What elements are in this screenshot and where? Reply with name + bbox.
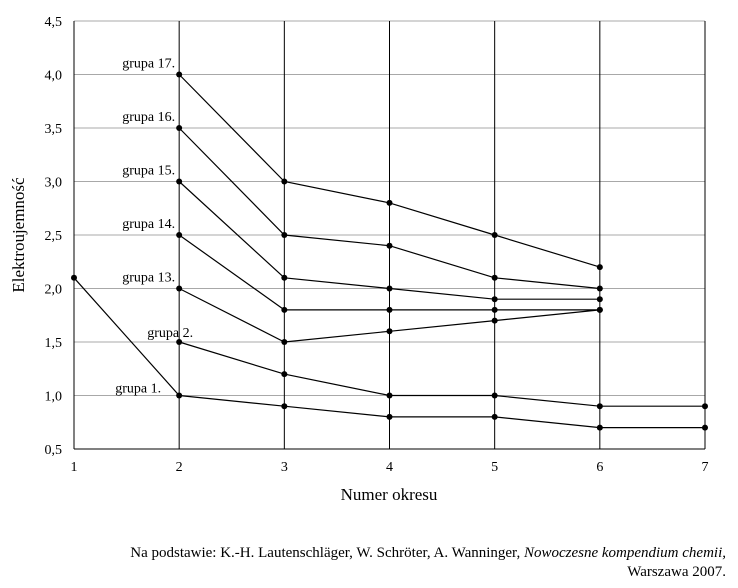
data-point-grupa-16 bbox=[386, 242, 393, 249]
y-tick-label: 2,5 bbox=[45, 229, 63, 244]
data-point-grupa-1 bbox=[386, 413, 393, 420]
data-point-grupa-16 bbox=[176, 125, 183, 131]
data-point-grupa-16 bbox=[596, 285, 603, 292]
x-tick-label: 1 bbox=[71, 460, 78, 475]
source-prefix: Na podstawie: K.-H. Lautenschläger, W. S… bbox=[130, 545, 524, 561]
grid bbox=[73, 20, 706, 450]
data-point-grupa-2 bbox=[702, 403, 708, 410]
data-point-grupa-1 bbox=[71, 274, 77, 281]
series-label-grupa-16: grupa 16. bbox=[122, 110, 175, 125]
series-label-grupa-14: grupa 14. bbox=[122, 217, 175, 232]
data-point-grupa-2 bbox=[386, 392, 393, 399]
series-line-grupa-2 bbox=[178, 341, 705, 407]
x-tick-label: 7 bbox=[702, 460, 709, 475]
y-tick-label: 4,5 bbox=[45, 15, 63, 30]
data-point-grupa-1 bbox=[281, 403, 288, 410]
data-point-grupa-14 bbox=[596, 306, 603, 313]
data-point-grupa-2 bbox=[281, 371, 288, 378]
data-point-grupa-2 bbox=[176, 339, 183, 345]
x-tick-label: 2 bbox=[176, 460, 183, 475]
y-axis-label: Elektroujemność bbox=[9, 177, 28, 293]
series-label-grupa-1: grupa 1. bbox=[115, 382, 161, 397]
data-point-grupa-14 bbox=[491, 306, 498, 313]
data-point-grupa-1 bbox=[702, 424, 708, 431]
x-tick-label: 6 bbox=[596, 460, 603, 475]
x-tick-label: 4 bbox=[386, 460, 393, 475]
series-label-grupa-13: grupa 13. bbox=[122, 271, 175, 286]
data-point-grupa-14 bbox=[281, 306, 288, 313]
data-point-grupa-14 bbox=[176, 232, 183, 238]
data-point-grupa-16 bbox=[281, 232, 288, 238]
x-tick-label: 5 bbox=[491, 460, 498, 475]
data-point-grupa-16 bbox=[491, 274, 498, 281]
data-point-grupa-15 bbox=[176, 178, 183, 185]
source-citation: Na podstawie: K.-H. Lautenschläger, W. S… bbox=[26, 544, 726, 582]
x-tick-label: 3 bbox=[281, 460, 288, 475]
data-point-grupa-2 bbox=[491, 392, 498, 399]
y-tick-label: 0,5 bbox=[45, 443, 63, 458]
y-tick-label: 2,0 bbox=[45, 283, 63, 298]
tick-labels: 0,5 1,0 1,5 2,0 2,5 3,0 3,5 4,0 4,5 1 2 3 4 5 6 7 bbox=[45, 15, 709, 475]
series-labels: grupa 1. grupa 2. grupa 13. grupa 14. grupa … bbox=[115, 57, 193, 397]
y-tick-label: 3,0 bbox=[45, 176, 63, 191]
series-label-grupa-2: grupa 2. bbox=[147, 326, 193, 341]
data-point-grupa-13 bbox=[176, 285, 183, 292]
data-point-grupa-17 bbox=[491, 232, 498, 238]
y-tick-label: 3,5 bbox=[45, 122, 63, 137]
data-point-grupa-2 bbox=[596, 403, 603, 410]
series-lines bbox=[71, 71, 708, 431]
electronegativity-chart: 0,5 1,0 1,5 2,0 2,5 3,0 3,5 4,0 4,5 1 2 3 4 5 6 7 grupa… bbox=[9, 15, 709, 504]
data-point-grupa-14 bbox=[386, 306, 393, 313]
data-point-grupa-15 bbox=[596, 296, 603, 303]
y-tick-label: 1,5 bbox=[45, 336, 63, 351]
y-tick-label: 1,0 bbox=[45, 390, 63, 405]
x-axis-label: Numer okresu bbox=[341, 485, 438, 504]
data-point-grupa-17 bbox=[386, 199, 393, 206]
data-point-grupa-15 bbox=[281, 274, 288, 281]
y-tick-label: 4,0 bbox=[45, 69, 63, 84]
data-point-grupa-13 bbox=[386, 328, 393, 335]
data-point-grupa-13 bbox=[491, 317, 498, 324]
data-point-grupa-13 bbox=[281, 339, 288, 345]
data-point-grupa-17 bbox=[281, 178, 288, 185]
series-label-grupa-17: grupa 17. bbox=[122, 57, 175, 72]
data-point-grupa-17 bbox=[176, 71, 183, 78]
source-title: Nowoczesne kompendium chemii, bbox=[523, 545, 726, 561]
data-point-grupa-15 bbox=[491, 296, 498, 303]
data-point-grupa-1 bbox=[491, 413, 498, 420]
data-point-grupa-1 bbox=[176, 392, 183, 399]
data-point-grupa-17 bbox=[596, 264, 603, 271]
source-suffix: Warszawa 2007. bbox=[627, 564, 726, 580]
series-label-grupa-15: grupa 15. bbox=[122, 164, 175, 179]
data-point-grupa-15 bbox=[386, 285, 393, 292]
data-point-grupa-1 bbox=[596, 424, 603, 431]
